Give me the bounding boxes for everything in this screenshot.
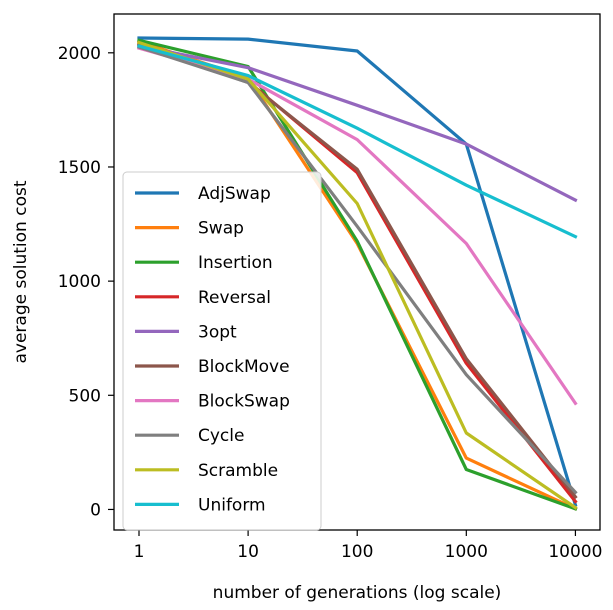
legend-label-insertion: Insertion [198, 253, 273, 273]
legend-label-cycle: Cycle [198, 426, 244, 446]
x-tick-label: 1 [134, 542, 145, 562]
series-line-blockswap [137, 46, 578, 406]
x-tick-label: 10000 [548, 542, 602, 562]
y-tick-label: 1500 [58, 158, 101, 178]
legend-label-uniform: Uniform [198, 495, 266, 515]
series-line-insertion [137, 38, 578, 511]
y-tick-label: 2000 [58, 44, 101, 64]
legend: AdjSwap Swap Insertion Reversal 3opt BlockMov… [122, 171, 322, 531]
legend-label-3opt: 3opt [198, 322, 237, 342]
series-line-cycle [136, 45, 578, 495]
y-tick-label: 500 [69, 386, 101, 406]
legend-label-blockmove: BlockMove [198, 357, 290, 377]
legend-label-reversal: Reversal [198, 288, 271, 308]
series-line-3opt [137, 44, 578, 203]
x-tick-label: 10 [237, 542, 259, 562]
y-tick-label: 0 [90, 500, 101, 520]
series-line-uniform [137, 44, 578, 239]
series-line-adjswap [137, 36, 578, 507]
y-axis: 0 500 1000 1500 2000 [58, 44, 114, 520]
y-tick-label: 1000 [58, 272, 101, 292]
legend-label-adjswap: AdjSwap [198, 184, 271, 204]
x-tick-label: 1000 [445, 542, 488, 562]
x-axis: 1 10 100 1000 10000 [134, 530, 602, 562]
legend-label-scramble: Scramble [198, 461, 278, 481]
x-tick-label: 100 [341, 542, 373, 562]
y-axis-label: average solution cost [11, 180, 31, 363]
x-axis-label: number of generations (log scale) [213, 583, 502, 603]
legend-label-swap: Swap [198, 219, 244, 239]
series-layer [136, 36, 578, 511]
legend-label-blockswap: BlockSwap [198, 392, 290, 412]
